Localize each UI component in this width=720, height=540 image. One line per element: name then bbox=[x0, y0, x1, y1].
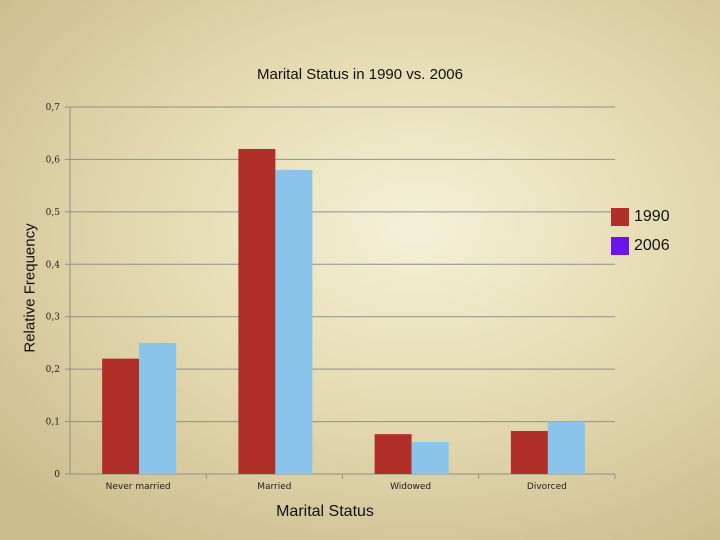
bar-2006-divorced bbox=[547, 421, 585, 474]
x-tick-label: Divorced bbox=[527, 482, 567, 492]
y-axis-label: Relative Frequency bbox=[21, 223, 39, 353]
bar-2006-never-married bbox=[139, 342, 177, 474]
x-tick-label: Never married bbox=[106, 482, 171, 492]
bar-1990-never-married bbox=[102, 358, 140, 474]
x-axis-label: Marital Status bbox=[276, 503, 374, 520]
y-tick-label: 0 bbox=[54, 470, 60, 480]
y-tick-label: 0,3 bbox=[46, 313, 61, 323]
y-tick-label: 0,2 bbox=[46, 365, 60, 375]
bar-1990-married bbox=[238, 148, 276, 474]
legend-label-1990: 1990 bbox=[634, 208, 670, 225]
legend-swatch-1990 bbox=[611, 208, 629, 226]
y-tick-label: 0,5 bbox=[46, 208, 61, 218]
legend-label-2006: 2006 bbox=[634, 237, 670, 254]
y-tick-label: 0,1 bbox=[46, 418, 60, 428]
y-tick-label: 0,4 bbox=[46, 260, 61, 270]
legend-swatch-2006 bbox=[611, 237, 629, 255]
x-tick-label: Married bbox=[257, 482, 291, 492]
bar-2006-married bbox=[275, 169, 313, 474]
bar-2006-widowed bbox=[411, 442, 449, 474]
legend: 1990 2006 bbox=[611, 207, 670, 265]
bar-1990-widowed bbox=[374, 434, 412, 474]
legend-item-1990: 1990 bbox=[611, 207, 670, 227]
x-tick-label: Widowed bbox=[390, 482, 431, 492]
chart-title: Marital Status in 1990 vs. 2006 bbox=[257, 66, 463, 83]
y-tick-label: 0,7 bbox=[46, 103, 61, 113]
legend-item-2006: 2006 bbox=[611, 236, 670, 256]
bar-1990-divorced bbox=[510, 431, 548, 474]
y-tick-label: 0,6 bbox=[46, 155, 61, 165]
